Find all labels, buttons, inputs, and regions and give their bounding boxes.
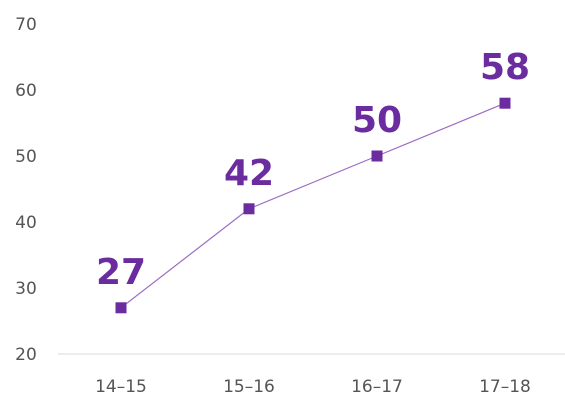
x-tick-label: 15–16 [223,377,275,396]
y-tick-label: 30 [15,279,37,299]
data-point-marker [243,203,255,215]
x-tick-label: 14–15 [95,377,147,396]
data-label: 27 [96,252,146,293]
y-tick-label: 50 [15,147,37,167]
x-tick-label: 16–17 [351,377,403,396]
y-tick-label: 20 [15,345,37,365]
data-point-marker [371,150,383,162]
data-point-marker [499,97,511,109]
y-tick-label: 70 [15,15,37,35]
y-tick-label: 40 [15,213,37,233]
data-labels: 27 42 50 58 [96,47,530,293]
y-axis-labels: 20 30 40 50 60 70 [15,15,37,365]
series-line [120,102,506,309]
data-point-marker [115,302,127,314]
x-axis-labels: 14–15 15–16 16–17 17–18 [95,377,531,396]
data-label: 58 [480,47,530,88]
y-tick-label: 60 [15,81,37,101]
data-label: 42 [224,153,274,194]
x-tick-label: 17–18 [479,377,531,396]
data-label: 50 [352,100,402,141]
data-markers [115,97,511,314]
